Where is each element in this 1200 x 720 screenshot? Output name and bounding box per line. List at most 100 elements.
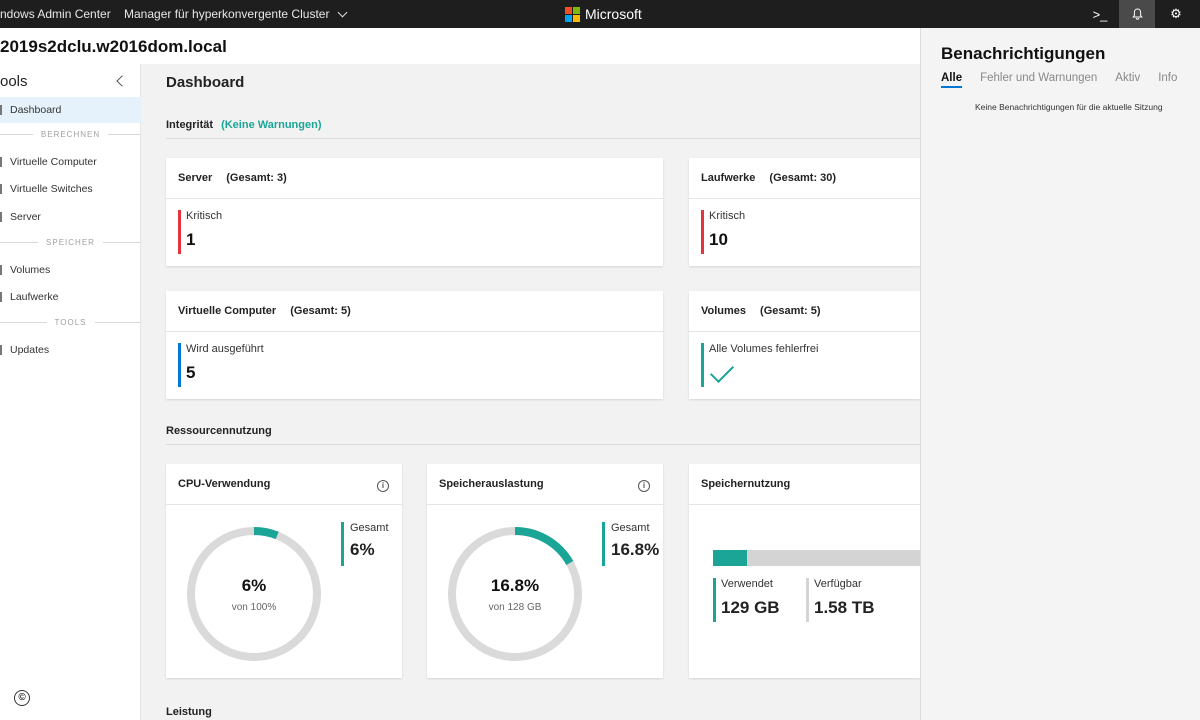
item-icon xyxy=(0,212,2,222)
volumes-card[interactable]: Volumes (Gesamt: 5) Alle Volumes fehlerf… xyxy=(689,291,920,399)
cluster-title: 2019s2dclu.w2016dom.local xyxy=(0,37,227,56)
card-title: CPU-Verwendung xyxy=(178,478,271,490)
status-bar xyxy=(701,343,704,387)
card-total: (Gesamt: 3) xyxy=(226,172,287,184)
donut-subtitle: von 128 GB xyxy=(488,601,542,613)
item-icon xyxy=(0,184,2,194)
server-card[interactable]: Server (Gesamt: 3) Kritisch 1 xyxy=(166,158,663,266)
info-icon[interactable]: i xyxy=(638,480,650,492)
card-title: Speicherauslastung xyxy=(439,478,544,490)
health-status-link[interactable]: (Keine Warnungen) xyxy=(221,119,322,131)
cpu-donut: 6% von 100% xyxy=(184,524,324,664)
sidebar-item-label: Updates xyxy=(10,344,50,356)
sidebar-item-label: Virtuelle Computer xyxy=(10,156,97,168)
donut-center: 6% von 100% xyxy=(184,524,324,664)
notifications-button[interactable] xyxy=(1119,0,1155,28)
memory-card[interactable]: Speicherauslastung i 16.8% von 128 GB Ge… xyxy=(427,464,663,678)
storage-card[interactable]: Speichernutzung Verwendet 129 GB Verfügb… xyxy=(689,464,923,678)
health-label: Integrität xyxy=(166,119,214,131)
donut-arc xyxy=(187,527,321,661)
group-label: SPEICHER xyxy=(46,237,95,247)
stat-label: Verfügbar xyxy=(814,578,862,590)
donut-legend: Gesamt 6% xyxy=(341,522,389,566)
donut-chart xyxy=(448,527,582,661)
cpu-card[interactable]: CPU-Verwendung i 6% von 100% Gesamt 6% xyxy=(166,464,402,678)
card-header: Speichernutzung xyxy=(701,478,790,490)
healthy-stat: Alle Volumes fehlerfrei xyxy=(701,343,819,387)
solution-switcher[interactable]: Manager für hyperkonvergente Cluster xyxy=(124,7,348,21)
critical-stat: Kritisch 1 xyxy=(178,210,223,254)
free-stat: Verfügbar 1.58 TB xyxy=(806,578,874,622)
brand-text: Microsoft xyxy=(585,6,642,22)
powershell-button[interactable]: >_ xyxy=(1082,0,1118,28)
sidebar-item-label: Dashboard xyxy=(10,104,62,116)
notifications-tabs: Alle Fehler und Warnungen Aktiv Info xyxy=(941,72,1177,88)
tools-sidebar: ools Dashboard BERECHNEN Virtuelle Compu… xyxy=(0,64,142,720)
sidebar-item-drives[interactable]: Laufwerke xyxy=(0,284,141,310)
gear-icon: ⚙ xyxy=(1170,6,1182,21)
solution-switcher-label: Manager für hyperkonvergente Cluster xyxy=(124,7,330,21)
critical-stat: Kritisch 10 xyxy=(701,210,745,254)
sidebar-item-label: Virtuelle Switches xyxy=(10,183,93,195)
stat-label: Alle Volumes fehlerfrei xyxy=(709,343,819,355)
resources-section-header: Ressourcennutzung xyxy=(166,425,272,437)
storage-usage-fill xyxy=(713,550,747,566)
stat-label: Kritisch xyxy=(186,210,223,222)
stat-value: 1 xyxy=(186,230,196,249)
item-icon xyxy=(0,345,2,355)
item-icon xyxy=(0,105,2,115)
microsoft-logo-icon xyxy=(565,6,580,22)
settings-button[interactable]: ⚙ xyxy=(1158,0,1194,28)
group-label: TOOLS xyxy=(54,317,87,327)
sidebar-item-server[interactable]: Server xyxy=(0,204,141,230)
chevron-down-icon xyxy=(338,7,348,17)
sidebar-item-label: Server xyxy=(10,211,41,223)
dashboard-main: Dashboard Integrität (Keine Warnungen) Se… xyxy=(142,64,923,720)
card-header: Laufwerke (Gesamt: 30) xyxy=(701,172,836,184)
tab-active[interactable]: Aktiv xyxy=(1115,72,1141,84)
item-icon xyxy=(0,265,2,275)
card-total: (Gesamt: 5) xyxy=(760,305,821,317)
item-icon xyxy=(0,292,2,302)
sidebar-item-virtual-machines[interactable]: Virtuelle Computer xyxy=(0,149,141,175)
legend-value: 6% xyxy=(350,540,375,559)
card-title: Laufwerke xyxy=(701,172,756,184)
microsoft-brand: Microsoft xyxy=(565,6,642,22)
donut-arc xyxy=(448,527,582,661)
legend-bar xyxy=(602,522,605,566)
item-icon xyxy=(0,157,2,167)
drives-card[interactable]: Laufwerke (Gesamt: 30) Kritisch 10 xyxy=(689,158,920,266)
status-bar xyxy=(701,210,704,254)
stat-value: 10 xyxy=(709,230,728,249)
tab-info[interactable]: Info xyxy=(1158,72,1178,84)
notifications-panel: Benachrichtigungen Alle Fehler und Warnu… xyxy=(920,28,1200,720)
divider xyxy=(166,444,920,445)
donut-percent: 16.8% xyxy=(490,575,540,595)
card-title: Virtuelle Computer xyxy=(178,305,277,317)
top-bar: ndows Admin Center Manager für hyperkonv… xyxy=(0,0,1200,28)
performance-section-header: Leistung xyxy=(166,706,212,718)
collapse-icon[interactable] xyxy=(116,75,128,87)
info-icon[interactable]: i xyxy=(377,480,389,492)
tab-errors-warnings[interactable]: Fehler und Warnungen xyxy=(980,72,1098,84)
sidebar-item-virtual-switches[interactable]: Virtuelle Switches xyxy=(0,176,141,202)
stat-value: 129 GB xyxy=(721,598,780,617)
app-name[interactable]: ndows Admin Center xyxy=(0,7,111,21)
stat-value: 5 xyxy=(186,363,196,382)
group-label: BERECHNEN xyxy=(40,129,101,139)
card-header: Volumes (Gesamt: 5) xyxy=(701,305,821,317)
sidebar-item-updates[interactable]: Updates xyxy=(0,337,141,363)
virtual-machines-card[interactable]: Virtuelle Computer (Gesamt: 5) Wird ausg… xyxy=(166,291,663,399)
tab-all[interactable]: Alle xyxy=(941,72,963,88)
status-bar xyxy=(713,578,716,622)
legend-label: Gesamt xyxy=(611,522,650,534)
sidebar-item-dashboard[interactable]: Dashboard xyxy=(0,97,141,123)
stat-label: Wird ausgeführt xyxy=(186,343,264,355)
donut-legend: Gesamt 16.8% xyxy=(602,522,659,566)
card-header: CPU-Verwendung xyxy=(178,478,270,490)
running-stat: Wird ausgeführt 5 xyxy=(178,343,264,387)
card-total: (Gesamt: 5) xyxy=(290,305,351,317)
card-title: Server xyxy=(178,172,213,184)
sidebar-header: ools xyxy=(0,73,28,90)
sidebar-item-volumes[interactable]: Volumes xyxy=(0,257,141,283)
